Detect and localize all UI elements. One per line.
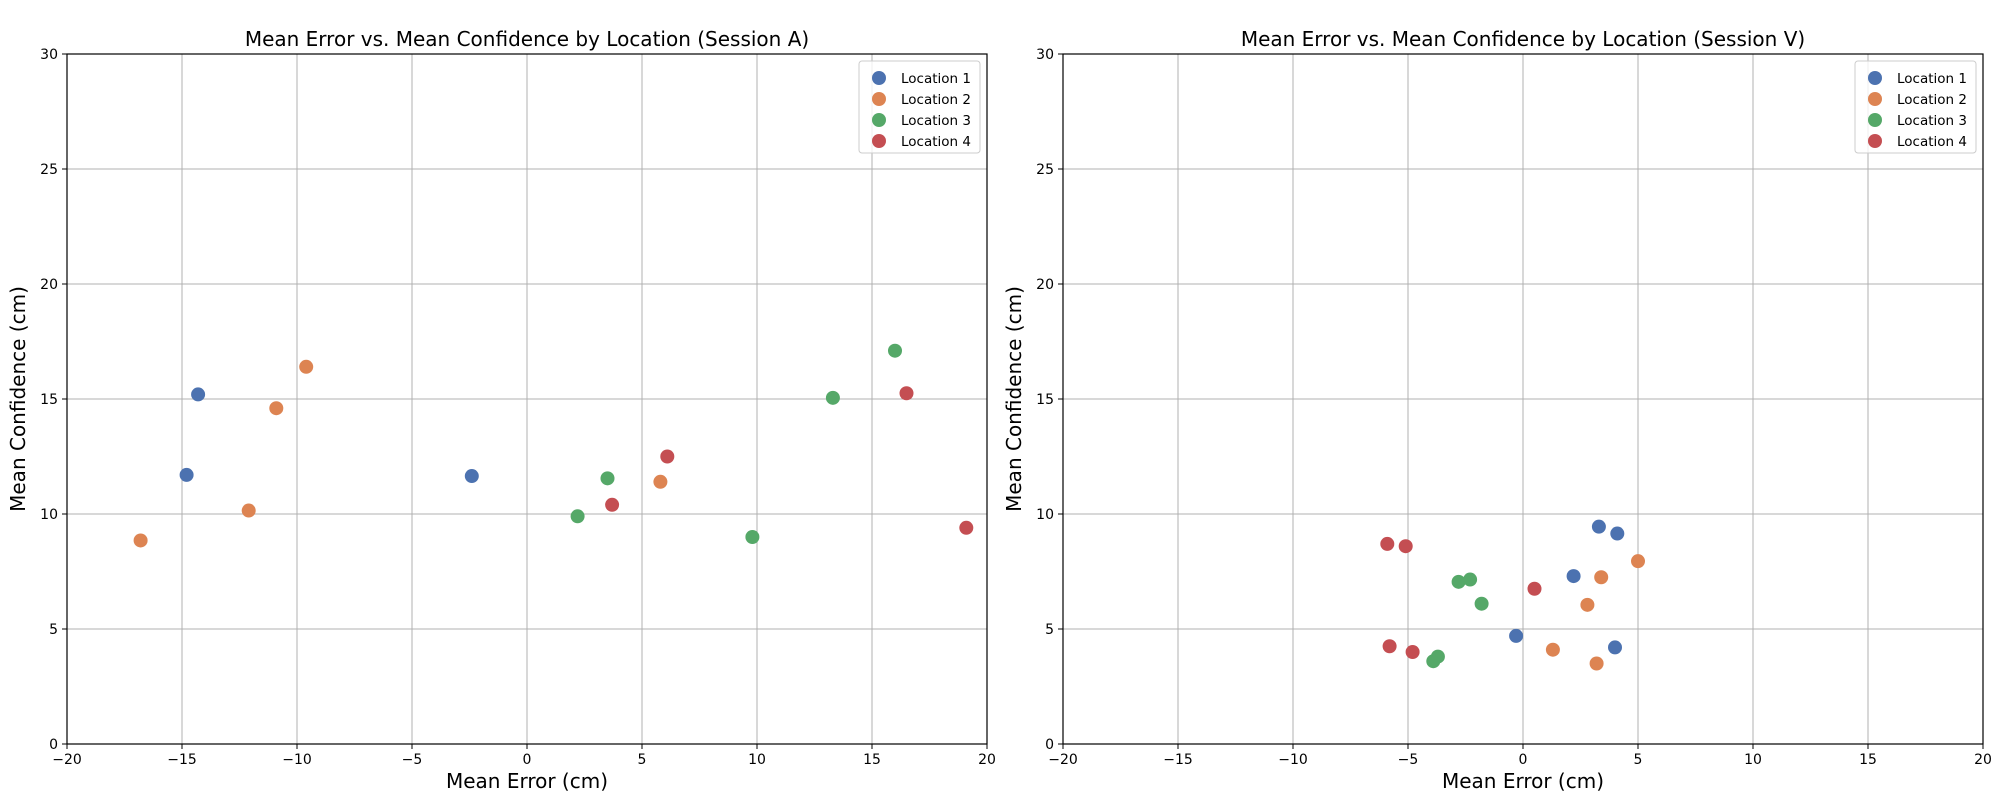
x-tick-label: 20 <box>1974 752 1992 768</box>
chart-panel-2: −20 −15 −10 −5 0 5 10 15 20 0 5 10 15 20 25 30 Mean Erro… <box>1002 27 1992 793</box>
x-tick-label: −10 <box>1278 752 1308 768</box>
x-tick-label: 5 <box>638 752 647 768</box>
data-point-location-4 <box>899 386 914 401</box>
data-point-location-4 <box>1380 536 1395 551</box>
legend-marker <box>872 134 886 148</box>
y-tick-label: 20 <box>40 277 58 293</box>
legend: Location 1 Location 2 Location 3 Location 4 <box>1854 60 1977 154</box>
y-tick-label: 5 <box>49 622 58 638</box>
legend-marker <box>1868 92 1882 106</box>
data-point-location-2 <box>1580 597 1595 612</box>
y-tick-label: 5 <box>1045 622 1054 638</box>
data-point-location-3 <box>1474 596 1489 611</box>
legend-marker <box>872 92 886 106</box>
x-tick-label: 5 <box>1634 752 1643 768</box>
x-tick-label: −5 <box>1398 752 1419 768</box>
chart-title: Mean Error vs. Mean Confidence by Locati… <box>1241 27 1805 51</box>
legend-marker <box>872 71 886 85</box>
legend-marker <box>872 113 886 127</box>
x-tick-label: −20 <box>1048 752 1078 768</box>
data-point-location-4 <box>1527 581 1542 596</box>
data-point-location-2 <box>133 533 148 548</box>
data-point-location-2 <box>653 474 668 489</box>
x-tick-label: 10 <box>748 752 766 768</box>
data-point-location-2 <box>269 401 284 416</box>
data-point-location-3 <box>600 471 615 486</box>
y-tick-label: 10 <box>1036 507 1054 523</box>
legend-box <box>858 60 981 154</box>
data-point-location-2 <box>1589 656 1604 671</box>
data-point-location-1 <box>1509 628 1524 643</box>
data-point-location-1 <box>1591 519 1606 534</box>
data-point-location-4 <box>605 497 620 512</box>
data-point-location-4 <box>1382 639 1397 654</box>
legend-label: Location 2 <box>1897 92 1967 108</box>
data-point-location-3 <box>745 530 760 544</box>
data-point-location-2 <box>241 503 256 518</box>
data-point-location-1 <box>1610 526 1625 541</box>
data-point-location-1 <box>1608 640 1622 655</box>
chart-panel-1: −20 −15 −10 −5 0 5 10 15 20 0 5 10 15 20 25 30 Mean Erro… <box>6 27 996 793</box>
legend-marker <box>1868 134 1882 148</box>
data-point-location-3 <box>1430 649 1445 664</box>
y-tick-label: 10 <box>40 507 58 523</box>
x-tick-label: 0 <box>523 752 532 768</box>
y-tick-label: 25 <box>1036 162 1054 178</box>
data-point-location-1 <box>1566 569 1581 584</box>
data-point-location-2 <box>1631 554 1645 569</box>
x-tick-label: 0 <box>1519 752 1528 768</box>
x-tick-label: −5 <box>402 752 423 768</box>
y-tick-label: 0 <box>1045 737 1054 753</box>
x-tick-label: 10 <box>1744 752 1762 768</box>
data-point-location-4 <box>959 520 974 535</box>
y-tick-label: 30 <box>40 47 58 63</box>
legend-box <box>1854 60 1977 154</box>
legend-label: Location 1 <box>1897 71 1967 87</box>
legend-label: Location 4 <box>1897 134 1967 150</box>
chart-title: Mean Error vs. Mean Confidence by Locati… <box>245 27 809 51</box>
data-point-location-2 <box>1594 570 1609 585</box>
legend-label: Location 3 <box>1897 113 1967 129</box>
legend-label: Location 1 <box>901 71 971 87</box>
x-tick-label: −20 <box>52 752 82 768</box>
legend-label: Location 4 <box>901 134 971 150</box>
y-tick-label: 25 <box>40 162 58 178</box>
data-point-location-4 <box>1405 645 1420 659</box>
x-axis-label: Mean Error (cm) <box>1442 769 1604 793</box>
data-point-location-4 <box>1398 539 1413 554</box>
legend-label: Location 2 <box>901 92 971 108</box>
x-tick-label: 15 <box>1859 752 1877 768</box>
x-tick-label: 15 <box>863 752 881 768</box>
data-point-location-3 <box>888 343 902 358</box>
y-tick-label: 20 <box>1036 277 1054 293</box>
data-point-location-3 <box>1463 572 1478 587</box>
data-point-location-3 <box>1451 574 1466 589</box>
y-tick-label: 15 <box>40 392 58 408</box>
data-point-location-3 <box>825 390 840 405</box>
y-tick-label: 15 <box>1036 392 1054 408</box>
x-tick-label: −10 <box>282 752 312 768</box>
y-tick-label: 30 <box>1036 47 1054 63</box>
data-point-location-4 <box>660 449 675 464</box>
y-tick-label: 0 <box>49 737 58 753</box>
x-tick-label: 20 <box>978 752 996 768</box>
legend-marker <box>1868 113 1882 127</box>
data-point-location-1 <box>191 387 206 402</box>
legend: Location 1 Location 2 Location 3 Location 4 <box>858 60 981 154</box>
y-axis-label: Mean Confidence (cm) <box>6 286 30 512</box>
x-tick-label: −15 <box>1163 752 1193 768</box>
data-point-location-1 <box>179 467 194 482</box>
data-point-location-3 <box>570 509 585 524</box>
x-axis-label: Mean Error (cm) <box>446 769 608 793</box>
legend-marker <box>1868 71 1882 85</box>
legend-label: Location 3 <box>901 113 971 129</box>
data-point-location-2 <box>1545 642 1560 657</box>
data-point-location-1 <box>464 469 479 484</box>
y-axis-label: Mean Confidence (cm) <box>1002 286 1026 512</box>
x-tick-label: −15 <box>167 752 197 768</box>
data-point-location-2 <box>299 359 314 374</box>
